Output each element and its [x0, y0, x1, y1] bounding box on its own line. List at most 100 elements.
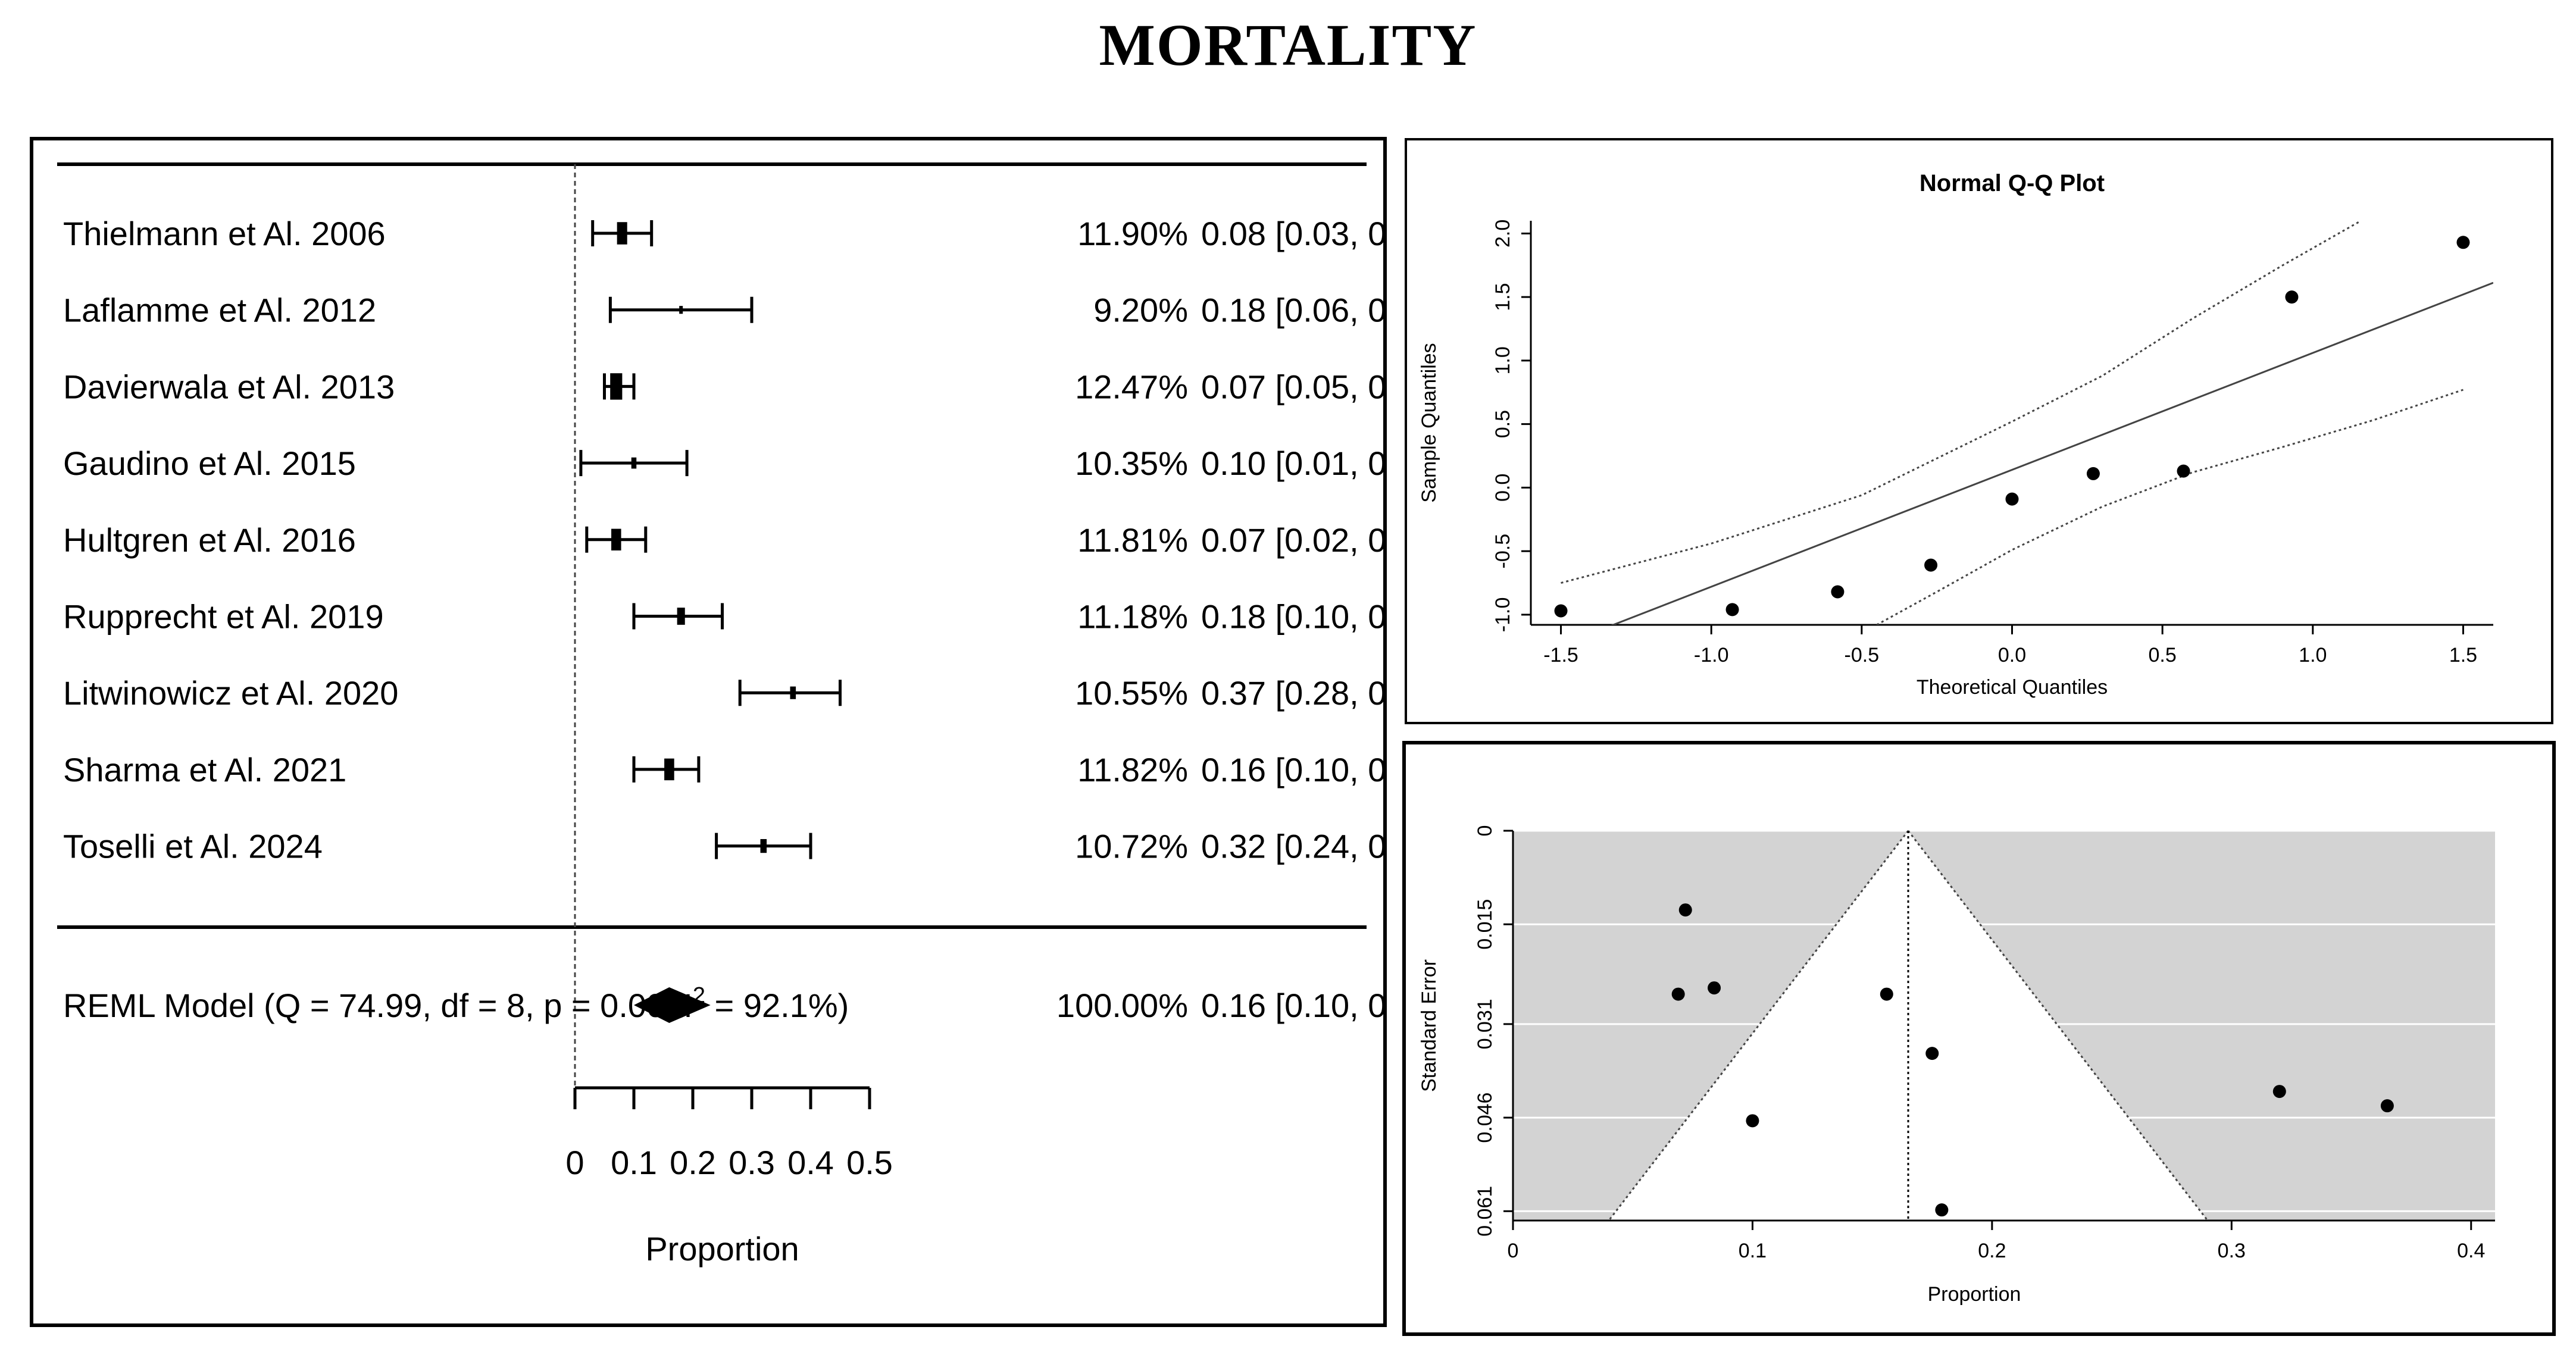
funnel-point — [1678, 903, 1692, 917]
forest-row: Davierwala et Al. 2013 12.47% 0.07 [0.05, … — [63, 368, 1383, 405]
qq-point — [2005, 492, 2019, 506]
qq-x-tick-label: 0.0 — [1998, 644, 2026, 667]
forest-row: Hultgren et Al. 2016 11.81% 0.07 [0.02, 0.… — [63, 521, 1383, 559]
study-label: Litwinowicz et Al. 2020 — [63, 674, 398, 712]
funnel-point — [1746, 1114, 1759, 1128]
funnel-edge-right — [1907, 830, 2209, 1221]
qq-x-tick-label: -1.0 — [1694, 644, 1729, 667]
qq-plot-area — [1554, 221, 2493, 625]
study-weight: 10.55% — [1075, 674, 1188, 712]
funnel-point — [2380, 1099, 2394, 1113]
qq-y-tick-label: 2.0 — [1492, 220, 1514, 248]
qq-confidence-band-upper — [1561, 221, 2362, 584]
forest-x-tick-label: 0.1 — [611, 1144, 657, 1181]
qq-point — [2456, 236, 2470, 249]
qq-plot-panel: Normal Q-Q Plot -1.5 -1.0 -0.5 0.0 0.5 1.0 1.5 -… — [1405, 138, 2553, 724]
study-label: Davierwala et Al. 2013 — [63, 368, 395, 405]
qq-x-label: Theoretical Quantiles — [1917, 676, 2108, 699]
study-ci: 0.37 [0.28, 0.45] — [1201, 674, 1383, 712]
point-estimate — [679, 306, 683, 314]
qq-point — [2086, 467, 2100, 480]
funnel-y-tick-label: 0.061 — [1474, 1186, 1496, 1237]
forest-plot-panel: Thielmann et Al. 2006 11.90% 0.08 [0.03, 0… — [30, 137, 1387, 1327]
study-weight: 9.20% — [1093, 292, 1188, 329]
qq-y-label: Sample Quantiles — [1418, 343, 1440, 502]
funnel-y-tick-label: 0.031 — [1474, 999, 1496, 1049]
forest-row: Laflamme et Al. 2012 9.20% 0.18 [0.06, 0.3… — [63, 292, 1383, 329]
qq-point — [2177, 464, 2190, 478]
funnel-y-label: Standard Error — [1418, 959, 1440, 1092]
funnel-point — [1925, 1047, 1939, 1060]
forest-row: Gaudino et Al. 2015 10.35% 0.10 [0.01, 0.1… — [63, 445, 1383, 482]
qq-y-tick-label: 1.0 — [1492, 346, 1514, 374]
funnel-y-tick-label: 0.046 — [1474, 1093, 1496, 1143]
qq-reference-line — [1611, 281, 2493, 625]
study-label: Toselli et Al. 2024 — [63, 828, 323, 865]
funnel-x-label: Proportion — [1928, 1283, 2021, 1306]
study-ci: 0.18 [0.10, 0.25] — [1201, 598, 1383, 636]
qq-point — [1554, 604, 1568, 618]
study-ci: 0.07 [0.02, 0.12] — [1201, 521, 1383, 559]
funnel-point — [1880, 987, 1893, 1001]
study-weight: 11.81% — [1077, 521, 1188, 559]
funnel-point — [2272, 1085, 2286, 1099]
point-estimate — [760, 838, 767, 853]
study-weight: 11.82% — [1077, 751, 1188, 788]
qq-y-tick-label: -1.0 — [1492, 597, 1514, 633]
forest-x-tick-label: 0.2 — [670, 1144, 716, 1181]
qq-point — [1725, 603, 1739, 617]
summary-label: REML Model (Q = 74.99, df = 8, p = 0.00;… — [63, 983, 849, 1024]
study-ci: 0.18 [0.06, 0.30] — [1201, 292, 1383, 329]
study-ci: 0.07 [0.05, 0.10] — [1201, 368, 1383, 405]
forest-row: Thielmann et Al. 2006 11.90% 0.08 [0.03, 0… — [63, 215, 1383, 252]
study-weight: 11.18% — [1077, 598, 1188, 636]
funnel-point — [1671, 987, 1685, 1001]
funnel-y-tick-label: 0 — [1474, 825, 1496, 837]
study-weight: 11.90% — [1077, 215, 1188, 252]
forest-x-tick-label: 0.3 — [729, 1144, 775, 1181]
forest-x-tick-label: 0.5 — [846, 1144, 893, 1181]
forest-x-tick-label: 0 — [565, 1144, 584, 1181]
qq-x-tick-label: 0.5 — [2149, 644, 2177, 667]
funnel-x-tick-label: 0.2 — [1978, 1240, 2006, 1262]
forest-x-tick-label: 0.4 — [787, 1144, 834, 1181]
study-label: Gaudino et Al. 2015 — [63, 445, 356, 482]
qq-point — [2285, 290, 2299, 304]
study-label: Thielmann et Al. 2006 — [63, 215, 386, 252]
funnel-x-tick-label: 0 — [1508, 1240, 1519, 1262]
qq-x-tick-label: -0.5 — [1845, 644, 1880, 667]
study-weight: 10.35% — [1075, 445, 1188, 482]
funnel-y-tick-label: 0.015 — [1474, 899, 1496, 950]
point-estimate — [677, 608, 685, 625]
funnel-x-tick-label: 0.3 — [2218, 1240, 2246, 1262]
qq-plot: Normal Q-Q Plot -1.5 -1.0 -0.5 0.0 0.5 1.0 1.5 -… — [1418, 170, 2493, 699]
forest-row: Sharma et Al. 2021 11.82% 0.16 [0.10, 0.21… — [63, 751, 1383, 788]
summary-diamond — [634, 987, 711, 1023]
qq-confidence-band-lower — [1876, 389, 2464, 625]
qq-y-tick-label: 1.5 — [1492, 283, 1514, 311]
summary-ci: 0.16 [0.10, 0.23] — [1201, 987, 1383, 1024]
summary-label-rest: = 92.1%) — [705, 987, 849, 1024]
funnel-point — [1708, 981, 1721, 995]
study-weight: 12.47% — [1075, 368, 1188, 405]
qq-x-tick-label: 1.0 — [2299, 644, 2327, 667]
qq-title: Normal Q-Q Plot — [1920, 170, 2105, 196]
study-ci: 0.08 [0.03, 0.13] — [1201, 215, 1383, 252]
study-label: Sharma et Al. 2021 — [63, 751, 346, 788]
qq-x-tick-label: 1.5 — [2449, 644, 2477, 667]
forest-row: Litwinowicz et Al. 2020 10.55% 0.37 [0.28,… — [63, 674, 1383, 712]
study-label: Rupprecht et Al. 2019 — [63, 598, 384, 636]
forest-row: Rupprecht et Al. 2019 11.18% 0.18 [0.10, 0… — [63, 598, 1383, 636]
funnel-x-tick-label: 0.4 — [2457, 1240, 2485, 1262]
figure-title: MORTALITY — [1099, 12, 1477, 78]
qq-y-tick-label: -0.5 — [1492, 534, 1514, 569]
qq-point — [1924, 558, 1938, 572]
point-estimate — [610, 373, 623, 400]
qq-x-tick-label: -1.5 — [1543, 644, 1578, 667]
study-label: Hultgren et Al. 2016 — [63, 521, 356, 559]
study-ci: 0.32 [0.24, 0.40] — [1201, 828, 1383, 865]
qq-y-tick-label: 0.0 — [1492, 474, 1514, 502]
point-estimate — [611, 528, 621, 551]
qq-y-tick-label: 0.5 — [1492, 410, 1514, 438]
study-label: Laflamme et Al. 2012 — [63, 292, 376, 329]
